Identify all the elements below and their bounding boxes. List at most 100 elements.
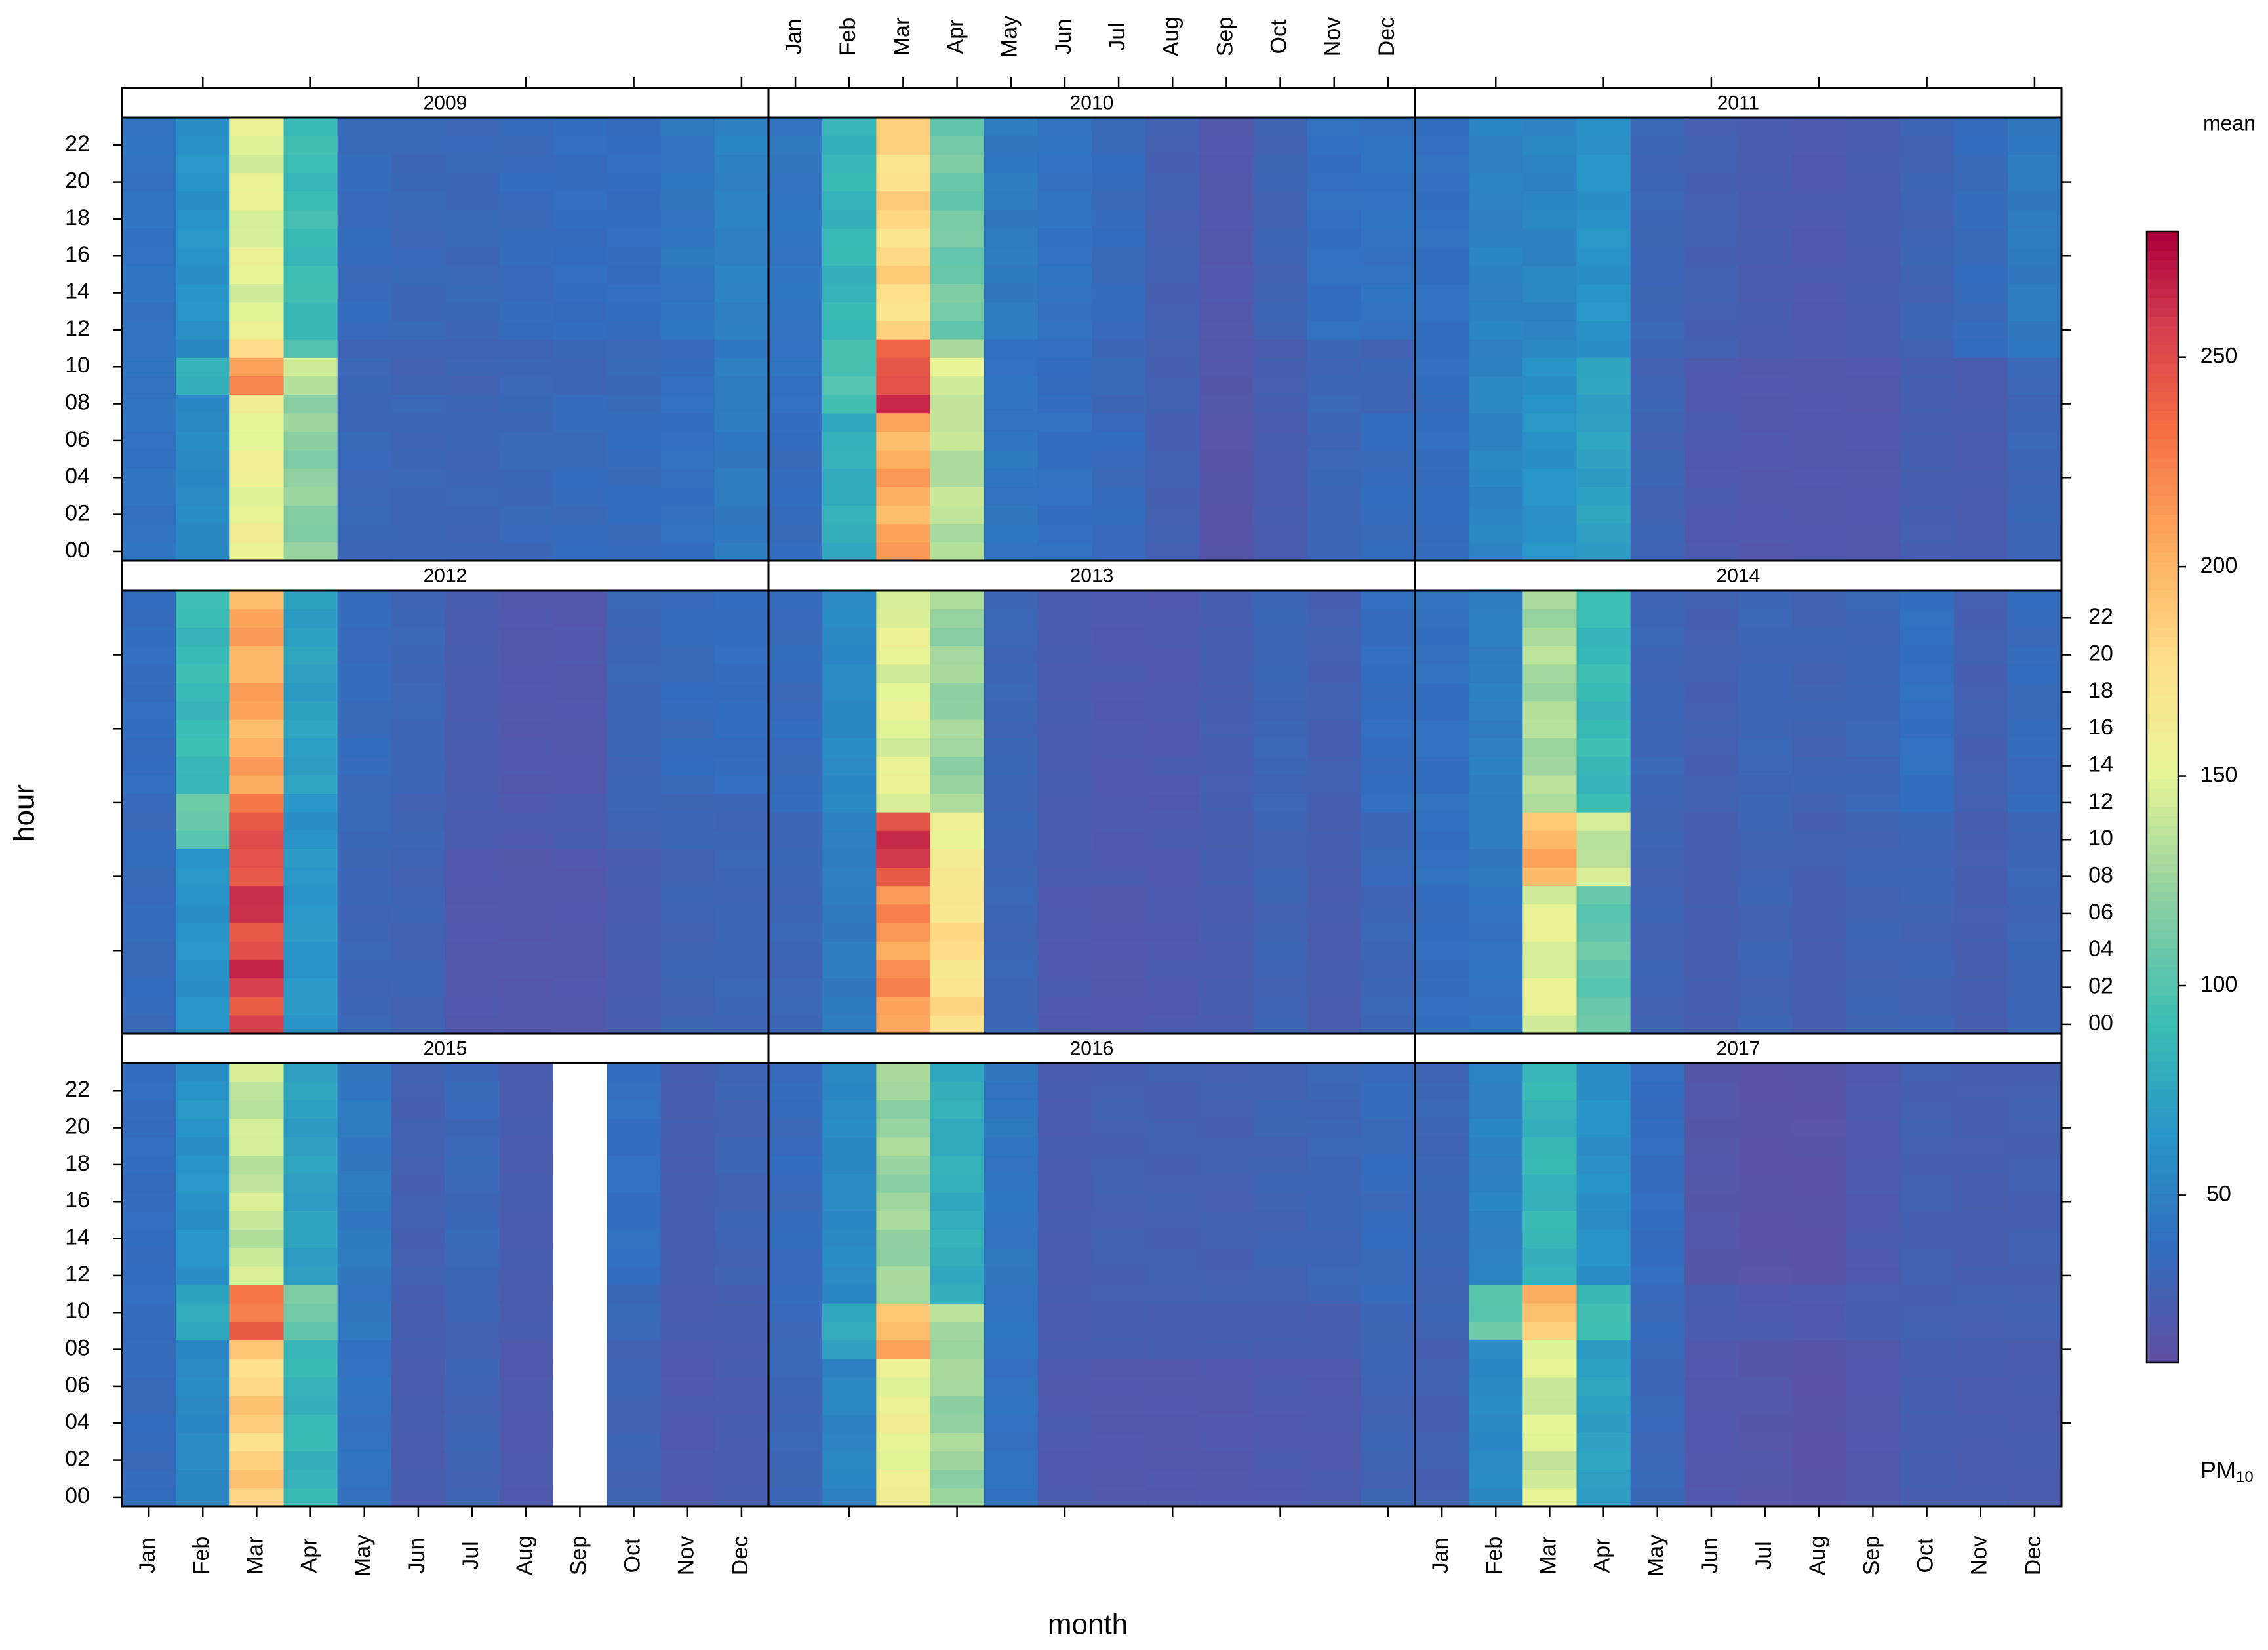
heatmap-cell (1792, 923, 1846, 942)
heatmap-cell (1900, 609, 1955, 628)
heatmap-cell (1145, 1100, 1200, 1119)
heatmap-cell (1469, 701, 1523, 720)
heatmap-cell (553, 172, 608, 192)
heatmap-cell (176, 1063, 230, 1082)
heatmap-cell (714, 1303, 769, 1322)
colorbar-segment (2147, 1287, 2178, 1298)
heatmap-cell (391, 627, 446, 647)
heatmap-cell (1576, 793, 1631, 813)
heatmap-cell (1361, 701, 1416, 720)
heatmap-cell (176, 738, 230, 757)
heatmap-cell (1900, 1469, 1955, 1489)
heatmap-cell (1522, 1174, 1578, 1193)
month-tick-label: Jun (1698, 1538, 1722, 1574)
heatmap-cell (1576, 412, 1631, 432)
heatmap-cell (1738, 302, 1793, 321)
heatmap-cell (1846, 339, 1901, 358)
heatmap-cell (1199, 1321, 1254, 1341)
heatmap-cell (1522, 978, 1578, 997)
heatmap-cell (1738, 1487, 1793, 1507)
heatmap-cell (607, 701, 662, 720)
colorbar-segment (2147, 806, 2178, 817)
heatmap-cell (1522, 590, 1578, 609)
heatmap-cell (1253, 431, 1308, 451)
heatmap-cell (499, 664, 553, 683)
heatmap-cell (607, 793, 662, 813)
heatmap-cell (1361, 117, 1416, 136)
heatmap-cell (1307, 412, 1362, 432)
hour-tick-label: 16 (65, 242, 90, 267)
heatmap-cell (1684, 1174, 1739, 1193)
colorbar-segment (2147, 825, 2178, 835)
heatmap-cell (1145, 904, 1200, 923)
heatmap-cell (660, 996, 715, 1016)
heatmap-cell (1900, 191, 1955, 211)
heatmap-cell (1199, 738, 1254, 757)
heatmap-cell (1630, 412, 1685, 432)
heatmap-cell (714, 1358, 769, 1378)
heatmap-cell (229, 923, 285, 942)
heatmap-cell (607, 1303, 662, 1322)
heatmap-cell (122, 265, 176, 285)
heatmap-cell (1953, 191, 2008, 211)
heatmap-cell (1953, 1247, 2008, 1267)
panel-year-label: 2015 (424, 1037, 468, 1059)
heatmap-cell (1630, 1015, 1685, 1034)
heatmap-cell (1900, 1340, 1955, 1359)
heatmap-cell (283, 627, 338, 647)
heatmap-cell (1953, 302, 2008, 321)
heatmap-cell (1900, 1247, 1955, 1267)
heatmap-cell (1684, 117, 1739, 136)
heatmap-cell (768, 793, 823, 813)
heatmap-cell (391, 376, 446, 395)
heatmap-cell (984, 1266, 1039, 1285)
heatmap-cell (607, 627, 662, 647)
heatmap-cell (499, 1015, 553, 1034)
heatmap-cell (122, 1192, 176, 1211)
heatmap-cell (499, 701, 553, 720)
heatmap-cell (1792, 283, 1846, 303)
heatmap-cell (1361, 978, 1416, 997)
heatmap-cell (1253, 1174, 1308, 1193)
heatmap-cell (714, 1063, 769, 1082)
colorbar-segment (2147, 929, 2178, 939)
heatmap-cell (876, 590, 931, 609)
heatmap-cell (1253, 265, 1308, 285)
heatmap-cell (1037, 775, 1092, 794)
heatmap-cell (1953, 1192, 2008, 1211)
month-tick-label: Jul (1751, 1541, 1776, 1569)
heatmap-cell (1415, 1174, 1469, 1193)
heatmap-cell (1415, 302, 1469, 321)
heatmap-cell (1522, 885, 1578, 905)
heatmap-cell (122, 136, 176, 155)
heatmap-cell (1630, 664, 1685, 683)
heatmap-cell (930, 904, 985, 923)
heatmap-cell (822, 978, 877, 997)
heatmap-cell (660, 154, 715, 174)
heatmap-cell (1092, 1100, 1146, 1119)
hour-tick-label: 22 (2088, 604, 2113, 629)
heatmap-cell (660, 376, 715, 395)
heatmap-cell (822, 357, 877, 376)
heatmap-cell (445, 136, 500, 155)
heatmap-cell (1037, 959, 1092, 979)
heatmap-cell (1361, 542, 1416, 561)
heatmap-cell (122, 431, 176, 451)
heatmap-cell (1253, 209, 1308, 229)
heatmap-cell (1738, 523, 1793, 543)
heatmap-cell (1092, 468, 1146, 487)
heatmap-cell (1522, 523, 1578, 543)
heatmap-cell (714, 1137, 769, 1156)
heatmap-cell (1684, 154, 1739, 174)
heatmap-cell (122, 1469, 176, 1489)
heatmap-cell (768, 1247, 823, 1267)
heatmap-cell (822, 738, 877, 757)
heatmap-cell (1145, 412, 1200, 432)
heatmap-cell (930, 320, 985, 340)
heatmap-cell (768, 339, 823, 358)
hour-tick-label: 10 (65, 1298, 90, 1323)
heatmap-cell (1037, 719, 1092, 738)
heatmap-cell (283, 487, 338, 506)
heatmap-cell (930, 209, 985, 229)
heatmap-cell (714, 302, 769, 321)
